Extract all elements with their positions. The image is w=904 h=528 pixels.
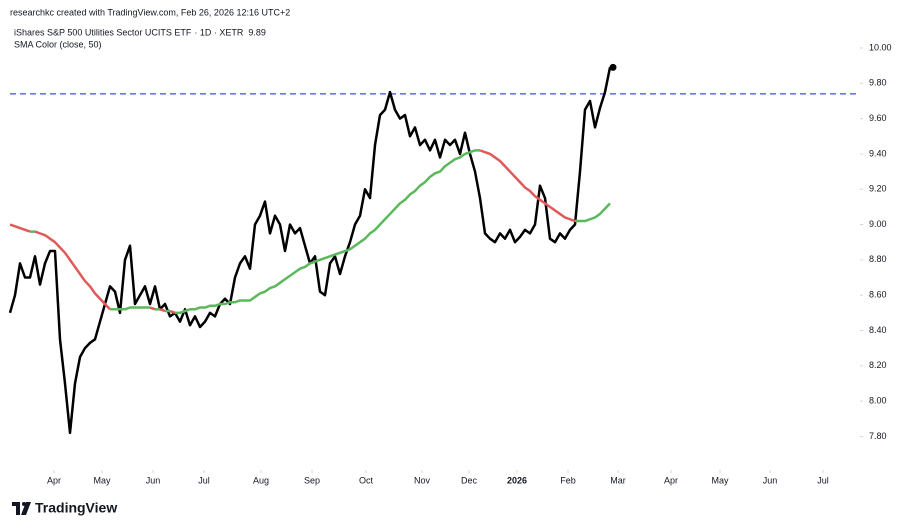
y-tick-label: 9.20 bbox=[869, 184, 887, 194]
x-tick-label: Apr bbox=[664, 475, 678, 485]
sma-line bbox=[169, 309, 176, 315]
y-tick-label: 9.00 bbox=[869, 219, 887, 229]
x-tick-label: Jul bbox=[817, 475, 829, 485]
sma-line bbox=[149, 306, 156, 311]
y-tick-label: 8.80 bbox=[869, 254, 887, 264]
x-tick-label: May bbox=[93, 475, 111, 485]
sma-line bbox=[479, 149, 576, 223]
sma-line bbox=[9, 223, 31, 233]
y-tick-label: 9.60 bbox=[869, 113, 887, 123]
y-tick-label: 8.60 bbox=[869, 290, 887, 300]
y-tick-label: 8.20 bbox=[869, 360, 887, 370]
y-tick-label: 8.00 bbox=[869, 396, 887, 406]
legend-sma-name: SMA Color (close, 50) bbox=[14, 39, 102, 49]
x-tick-label: 2026 bbox=[507, 475, 527, 485]
x-tick-label: Oct bbox=[359, 475, 374, 485]
x-tick-label: May bbox=[711, 475, 729, 485]
legend-suffix: · 1D · XETR bbox=[194, 27, 244, 37]
attribution: researchkc created with TradingView.com,… bbox=[10, 7, 290, 17]
x-tick-label: Apr bbox=[47, 475, 61, 485]
sma-line bbox=[575, 202, 611, 223]
y-tick-label: 10.00 bbox=[869, 42, 892, 52]
sma-line bbox=[34, 230, 111, 311]
x-tick-label: Mar bbox=[610, 475, 626, 485]
legend-series-name: iShares S&P 500 Utilities Sector UCITS E… bbox=[14, 27, 192, 37]
x-tick-label: Nov bbox=[414, 475, 431, 485]
x-tick-label: Sep bbox=[304, 475, 320, 485]
x-tick-label: Jul bbox=[198, 475, 210, 485]
logo-icon bbox=[12, 502, 31, 515]
y-tick-label: 9.80 bbox=[869, 78, 887, 88]
last-point bbox=[609, 63, 617, 71]
logo-text: TradingView bbox=[35, 500, 117, 516]
x-tick-label: Jun bbox=[146, 475, 161, 485]
sma-line bbox=[110, 306, 150, 311]
x-tick-label: Aug bbox=[253, 475, 269, 485]
sma-line bbox=[159, 308, 166, 313]
sma-line bbox=[175, 149, 480, 315]
x-tick-label: Dec bbox=[461, 475, 478, 485]
y-tick-label: 7.80 bbox=[869, 431, 887, 441]
legend-last-value: 9.89 bbox=[248, 27, 266, 37]
y-tick-label: 8.40 bbox=[869, 325, 887, 335]
x-tick-label: Feb bbox=[560, 475, 576, 485]
x-tick-label: Jun bbox=[763, 475, 778, 485]
y-tick-label: 9.40 bbox=[869, 148, 887, 158]
